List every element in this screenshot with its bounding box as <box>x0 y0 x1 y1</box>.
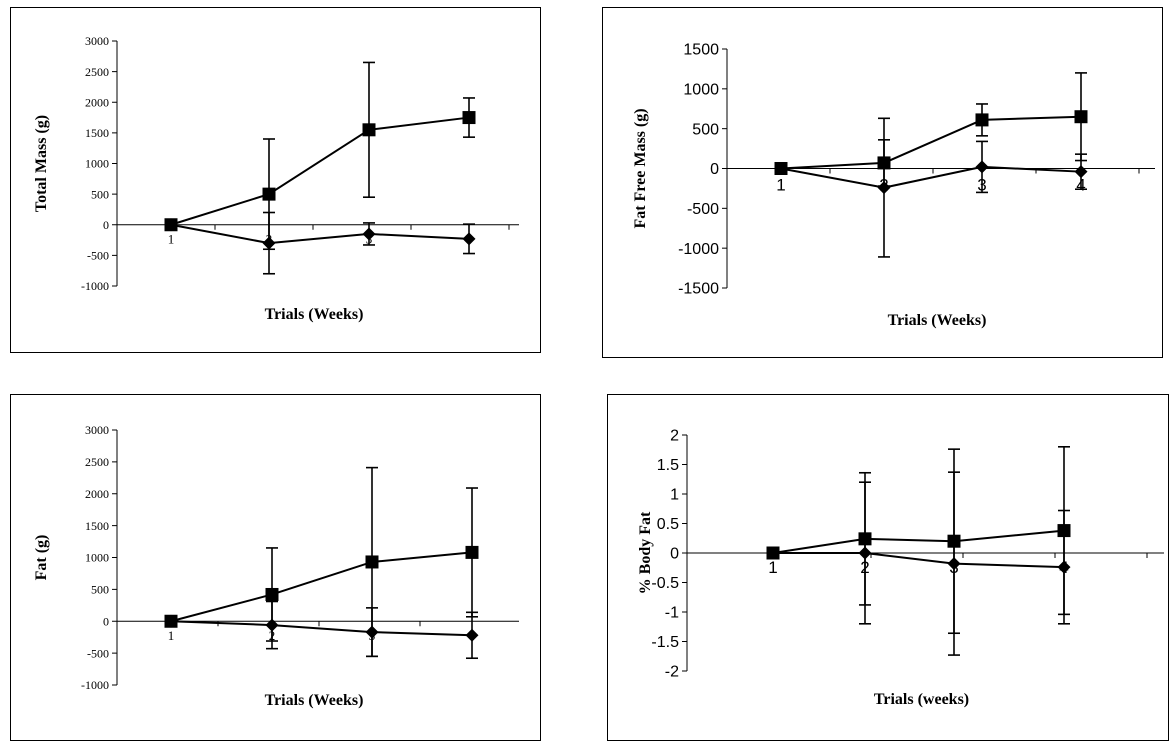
y-tick-label: -500 <box>87 249 109 263</box>
chart-svg: 21.510.50-0.5-1-1.5-21234% Body FatTrial… <box>637 428 1164 708</box>
y-tick-label: 2 <box>670 428 679 445</box>
y-tick-label: 0.5 <box>657 516 679 533</box>
data-point-diamond <box>774 162 788 175</box>
series-line-square <box>170 116 470 226</box>
data-point-square <box>465 545 479 559</box>
data-point-diamond <box>1074 165 1088 179</box>
y-tick-label: 1500 <box>85 519 109 533</box>
y-tick-label: -1000 <box>81 279 109 293</box>
chart-panel-fat: 300025002000150010005000-500-10001234Fat… <box>10 394 541 741</box>
y-axis-title: % Body Fat <box>637 511 654 594</box>
x-tick-label: 1 <box>768 558 777 577</box>
y-tick-label: 1.5 <box>657 457 679 474</box>
series-line-square <box>780 115 1082 170</box>
y-tick-label: 0 <box>103 218 109 232</box>
data-point-diamond <box>265 618 279 632</box>
data-point-diamond <box>164 614 178 628</box>
data-point-square <box>362 123 376 137</box>
data-point-square <box>365 555 379 569</box>
y-tick-label: -1000 <box>678 241 719 258</box>
y-tick-label: 2000 <box>85 95 109 109</box>
data-point-diamond <box>365 625 379 639</box>
x-axis-title: Trials (Weeks) <box>888 312 987 329</box>
y-tick-label: -500 <box>687 201 719 218</box>
data-point-diamond <box>164 218 178 232</box>
y-tick-label: 2500 <box>85 65 109 79</box>
y-tick-label: 1000 <box>683 81 719 98</box>
y-tick-label: -1500 <box>678 281 719 298</box>
data-point-diamond <box>947 557 961 571</box>
chart-panel-body-fat: 21.510.50-0.5-1-1.5-21234% Body FatTrial… <box>607 394 1169 741</box>
y-tick-label: -0.5 <box>651 575 679 592</box>
chart-svg: 300025002000150010005000-500-10001234Fat… <box>33 423 519 709</box>
x-axis-title: Trials (Weeks) <box>265 306 364 323</box>
x-tick-label: 1 <box>168 231 175 246</box>
y-tick-label: 1500 <box>683 42 719 59</box>
y-tick-label: 500 <box>91 187 109 201</box>
series-line-diamond <box>170 620 473 637</box>
data-point-square <box>1074 110 1088 124</box>
y-tick-label: 1000 <box>85 551 109 565</box>
y-tick-label: 500 <box>692 121 719 138</box>
y-tick-label: 0 <box>103 614 109 628</box>
y-tick-label: 1500 <box>85 126 109 140</box>
y-tick-label: -1000 <box>81 678 109 692</box>
x-axis-title: Trials (weeks) <box>874 691 969 708</box>
data-point-diamond <box>766 546 780 560</box>
data-point-diamond <box>1057 560 1071 574</box>
x-tick-label: 1 <box>776 175 785 194</box>
series-line-square <box>772 529 1065 554</box>
y-tick-label: -2 <box>665 664 679 681</box>
y-tick-label: 2000 <box>85 487 109 501</box>
y-tick-label: -500 <box>87 646 109 660</box>
y-tick-label: -1.5 <box>651 634 679 651</box>
data-point-square <box>265 587 279 601</box>
data-point-diamond <box>975 160 989 174</box>
data-point-diamond <box>858 546 872 560</box>
y-tick-label: 1000 <box>85 157 109 171</box>
y-axis-title: Fat Free Mass (g) <box>632 108 649 228</box>
chart-svg: 300025002000150010005000-500-10001234Tot… <box>33 34 519 323</box>
data-point-diamond <box>465 628 479 642</box>
y-tick-label: 2500 <box>85 455 109 469</box>
x-tick-label: 1 <box>168 628 175 643</box>
y-tick-label: 0 <box>710 161 719 178</box>
y-tick-label: -1 <box>665 605 679 622</box>
data-point-diamond <box>262 236 276 250</box>
series-line-diamond <box>170 223 470 245</box>
series-line-diamond <box>773 552 1065 569</box>
x-axis-title: Trials (Weeks) <box>265 692 364 709</box>
y-axis-title: Fat (g) <box>33 535 50 581</box>
data-point-square <box>975 113 989 127</box>
y-tick-label: 0 <box>670 546 679 563</box>
y-tick-label: 3000 <box>85 34 109 48</box>
series-line-square <box>170 551 473 623</box>
y-tick-label: 500 <box>91 583 109 597</box>
data-point-diamond <box>877 181 891 195</box>
data-point-diamond <box>462 232 476 246</box>
data-point-square <box>262 187 276 201</box>
data-point-square <box>462 111 476 125</box>
y-tick-label: 1 <box>670 487 679 504</box>
data-point-diamond <box>362 227 376 241</box>
y-axis-title: Total Mass (g) <box>33 115 50 212</box>
series-line-diamond <box>780 165 1082 189</box>
chart-panel-total-mass: 300025002000150010005000-500-10001234Tot… <box>10 7 541 353</box>
y-tick-label: 3000 <box>85 423 109 437</box>
